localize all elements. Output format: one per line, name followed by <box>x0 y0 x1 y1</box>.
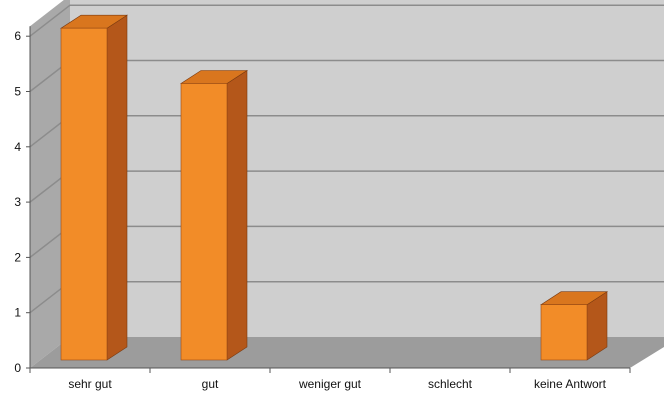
y-tick-label: 1 <box>14 306 21 320</box>
x-tick-label: keine Antwort <box>534 377 607 391</box>
bar <box>179 69 249 361</box>
bar-side <box>226 69 248 361</box>
bar-front <box>540 304 588 361</box>
x-tick-label: gut <box>202 377 219 391</box>
side-wall <box>30 0 70 368</box>
axes <box>29 26 630 369</box>
bar-front <box>60 27 108 361</box>
y-tick-label: 6 <box>14 29 21 43</box>
y-axis-ticks: 0 1 2 3 4 5 6 <box>14 29 30 375</box>
x-axis-labels: sehr gut gut weniger gut schlecht keine Antw… <box>29 368 631 391</box>
x-tick-label: schlecht <box>428 377 473 391</box>
y-tick-label: 0 <box>14 361 21 375</box>
x-tick-label: sehr gut <box>68 377 112 391</box>
x-tick-label: weniger gut <box>298 377 362 391</box>
y-tick-label: 3 <box>14 195 21 209</box>
y-tick-label: 5 <box>14 85 21 99</box>
y-tick-label: 4 <box>14 140 21 154</box>
bar <box>59 14 129 361</box>
bars <box>59 14 609 361</box>
back-wall <box>70 0 664 337</box>
y-tick-label: 2 <box>14 250 21 264</box>
bar-front <box>180 83 228 361</box>
bar <box>539 291 609 361</box>
bar-side <box>106 14 128 361</box>
gridline <box>29 4 664 37</box>
